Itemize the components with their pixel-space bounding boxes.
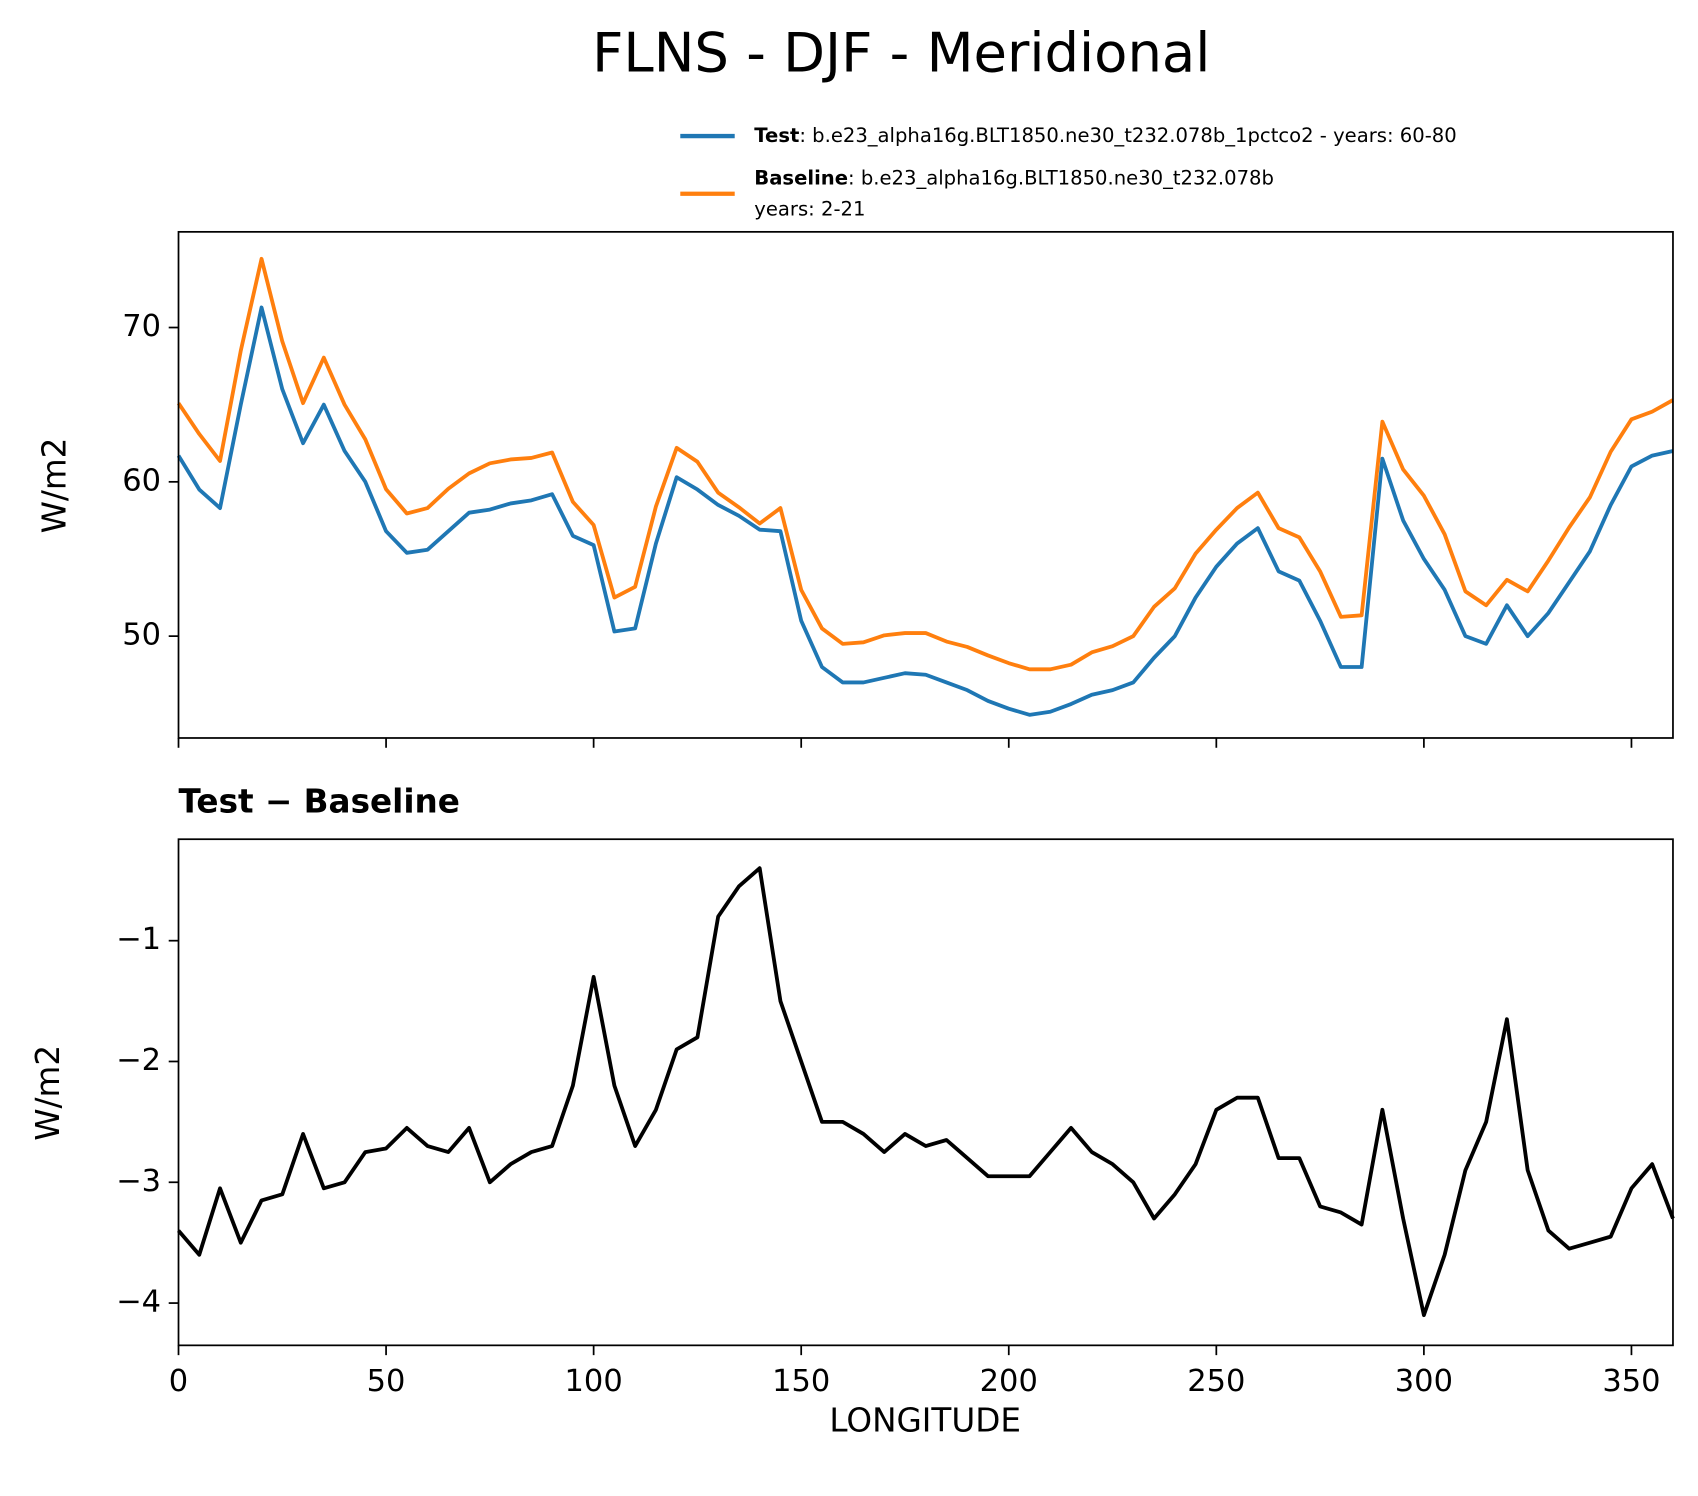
x-tick-label: 100 (565, 1364, 623, 1399)
x-tick-label: 150 (772, 1364, 830, 1399)
x-axis-label: LONGITUDE (829, 1402, 1021, 1440)
y-tick-label: 70 (122, 309, 161, 344)
x-tick-label: 200 (980, 1364, 1038, 1399)
legend: Test: b.e23_alpha16g.BLT1850.ne30_t232.0… (680, 124, 1457, 221)
data-line (177, 866, 1675, 1318)
legend-label: : b.e23_alpha16g.BLT1850.ne30_t232.078b_… (799, 124, 1456, 147)
legend-label: years: 2-21 (754, 198, 865, 221)
x-tick-label: 350 (1602, 1364, 1660, 1399)
legend-entry: Baseline: b.e23_alpha16g.BLT1850.ne30_t2… (754, 166, 1274, 189)
subplot-title: Test − Baseline (179, 782, 460, 820)
y-tick-label: −1 (116, 922, 161, 957)
data-line (176, 256, 1674, 672)
legend-name: Test (754, 124, 799, 147)
plot-frame (177, 838, 1674, 1347)
y-tick-label: −2 (116, 1043, 161, 1078)
y-tick-label: −4 (116, 1285, 161, 1320)
y-tick-label: 50 (122, 618, 161, 653)
plot-frame (177, 230, 1674, 739)
data-line (176, 305, 1674, 717)
legend-name: Baseline (754, 166, 848, 189)
x-tick-label: 50 (367, 1364, 406, 1399)
figure-title: FLNS - DJF - Meridional (592, 21, 1210, 85)
y-tick-label: 60 (122, 463, 161, 498)
legend-label: : b.e23_alpha16g.BLT1850.ne30_t232.078b (848, 166, 1274, 189)
y-axis-label: W/m2 (29, 1045, 67, 1141)
x-tick-label: 300 (1395, 1364, 1453, 1399)
y-tick-label: −3 (116, 1164, 161, 1199)
y-axis-label: W/m2 (36, 438, 74, 534)
x-tick-label: 0 (169, 1364, 188, 1399)
x-tick-label: 250 (1187, 1364, 1245, 1399)
legend-entry: Test: b.e23_alpha16g.BLT1850.ne30_t232.0… (754, 124, 1456, 147)
